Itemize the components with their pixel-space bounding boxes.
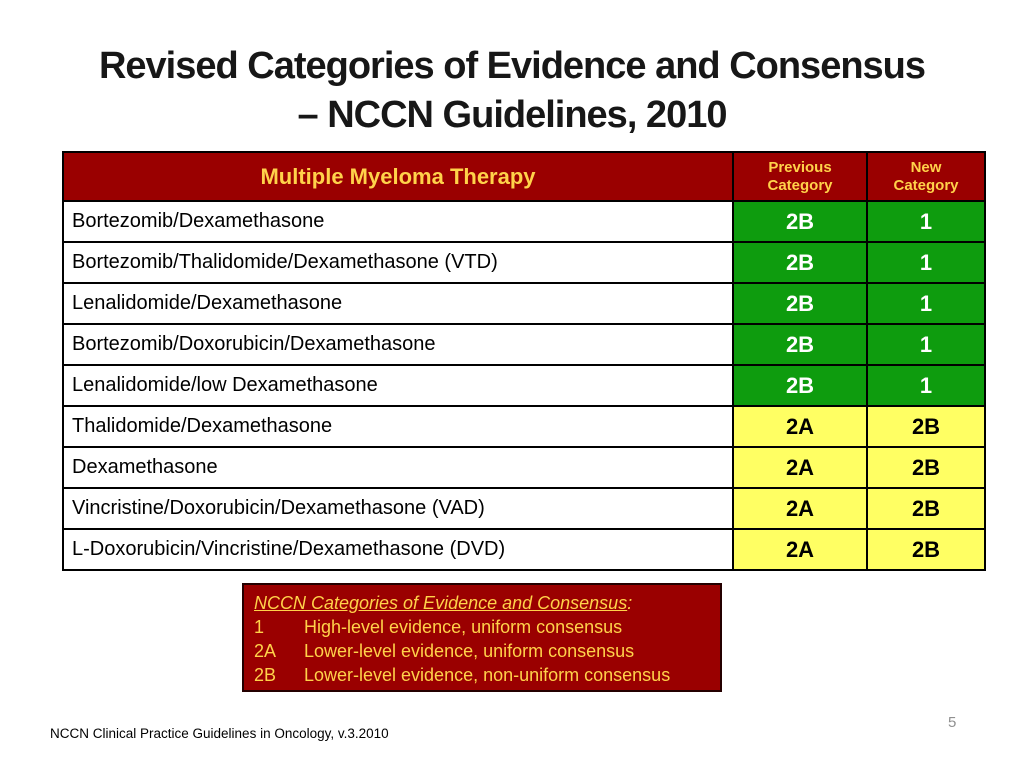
therapy-name-cell: Bortezomib/Doxorubicin/Dexamethasone xyxy=(62,323,734,366)
previous-category-cell: 2B xyxy=(732,323,868,366)
previous-category-cell: 2B xyxy=(732,200,868,243)
legend-item-code: 2B xyxy=(254,665,277,685)
previous-category-cell: 2B xyxy=(732,241,868,284)
new-category-cell: 2B xyxy=(866,487,986,530)
legend-item-code: 2A xyxy=(254,641,277,661)
legend-item-description: Lower-level evidence, uniform consensus xyxy=(304,641,635,661)
legend-title-colon: : xyxy=(627,593,633,613)
table-row: Lenalidomide/low Dexamethasone 2B 1 xyxy=(62,364,986,407)
previous-category-cell: 2A xyxy=(732,405,868,448)
slide-page-number: 5 xyxy=(948,714,957,731)
previous-category-cell: 2A xyxy=(732,487,868,530)
legend-item-code: 1 xyxy=(254,617,265,637)
column-header-therapy: Multiple Myeloma Therapy xyxy=(62,151,734,202)
therapy-name-cell: Bortezomib/Thalidomide/Dexamethasone (VT… xyxy=(62,241,734,284)
legend-item: 2A Lower-level evidence, uniform consensu… xyxy=(254,639,710,663)
previous-category-cell: 2A xyxy=(732,528,868,571)
therapy-name-cell: Dexamethasone xyxy=(62,446,734,489)
therapy-name-cell: L-Doxorubicin/Vincristine/Dexamethasone … xyxy=(62,528,734,571)
therapy-name-cell: Thalidomide/Dexamethasone xyxy=(62,405,734,448)
new-category-cell: 2B xyxy=(866,528,986,571)
legend-item-description: Lower-level evidence, non-uniform consen… xyxy=(304,665,671,685)
table-row: Vincristine/Doxorubicin/Dexamethasone (V… xyxy=(62,487,986,530)
legend-item-description: High-level evidence, uniform consensus xyxy=(304,617,623,637)
legend-box: NCCN Categories of Evidence and Consensu… xyxy=(242,583,722,692)
slide-title-line1: Revised Categories of Evidence and Conse… xyxy=(98,45,926,87)
new-category-cell: 1 xyxy=(866,364,986,407)
table-header-row: Multiple Myeloma Therapy Previous Catego… xyxy=(62,151,986,202)
therapy-name-cell: Bortezomib/Dexamethasone xyxy=(62,200,734,243)
therapy-category-table: Multiple Myeloma Therapy Previous Catego… xyxy=(62,151,986,571)
previous-category-cell: 2A xyxy=(732,446,868,489)
legend-title-text: NCCN Categories of Evidence and Consensu… xyxy=(254,593,628,613)
slide-title: Revised Categories of Evidence and Conse… xyxy=(0,42,1024,140)
table-row: Dexamethasone 2A 2B xyxy=(62,446,986,489)
new-category-cell: 1 xyxy=(866,200,986,243)
table-row: Thalidomide/Dexamethasone 2A 2B xyxy=(62,405,986,448)
therapy-name-cell: Lenalidomide/Dexamethasone xyxy=(62,282,734,325)
table-row: Bortezomib/Thalidomide/Dexamethasone (VT… xyxy=(62,241,986,284)
legend-items: 1 High-level evidence, uniform consensus … xyxy=(254,615,710,687)
column-header-previous-category: Previous Category xyxy=(732,151,868,202)
footer-citation: NCCN Clinical Practice Guidelines in Onc… xyxy=(50,726,389,741)
legend-item: 2B Lower-level evidence, non-uniform cons… xyxy=(254,663,710,687)
table-row: L-Doxorubicin/Vincristine/Dexamethasone … xyxy=(62,528,986,571)
new-category-cell: 1 xyxy=(866,323,986,366)
legend-title: NCCN Categories of Evidence and Consensu… xyxy=(254,591,710,615)
new-category-cell: 2B xyxy=(866,405,986,448)
therapy-name-cell: Lenalidomide/low Dexamethasone xyxy=(62,364,734,407)
previous-category-cell: 2B xyxy=(732,282,868,325)
new-category-cell: 1 xyxy=(866,241,986,284)
column-header-new-category: New Category xyxy=(866,151,986,202)
table-row: Lenalidomide/Dexamethasone 2B 1 xyxy=(62,282,986,325)
table-row: Bortezomib/Doxorubicin/Dexamethasone 2B … xyxy=(62,323,986,366)
therapy-name-cell: Vincristine/Doxorubicin/Dexamethasone (V… xyxy=(62,487,734,530)
new-category-cell: 2B xyxy=(866,446,986,489)
slide-title-line2: – NCCN Guidelines, 2010 xyxy=(297,94,728,136)
new-category-cell: 1 xyxy=(866,282,986,325)
previous-category-cell: 2B xyxy=(732,364,868,407)
legend-item: 1 High-level evidence, uniform consensus xyxy=(254,615,710,639)
table-row: Bortezomib/Dexamethasone 2B 1 xyxy=(62,200,986,243)
